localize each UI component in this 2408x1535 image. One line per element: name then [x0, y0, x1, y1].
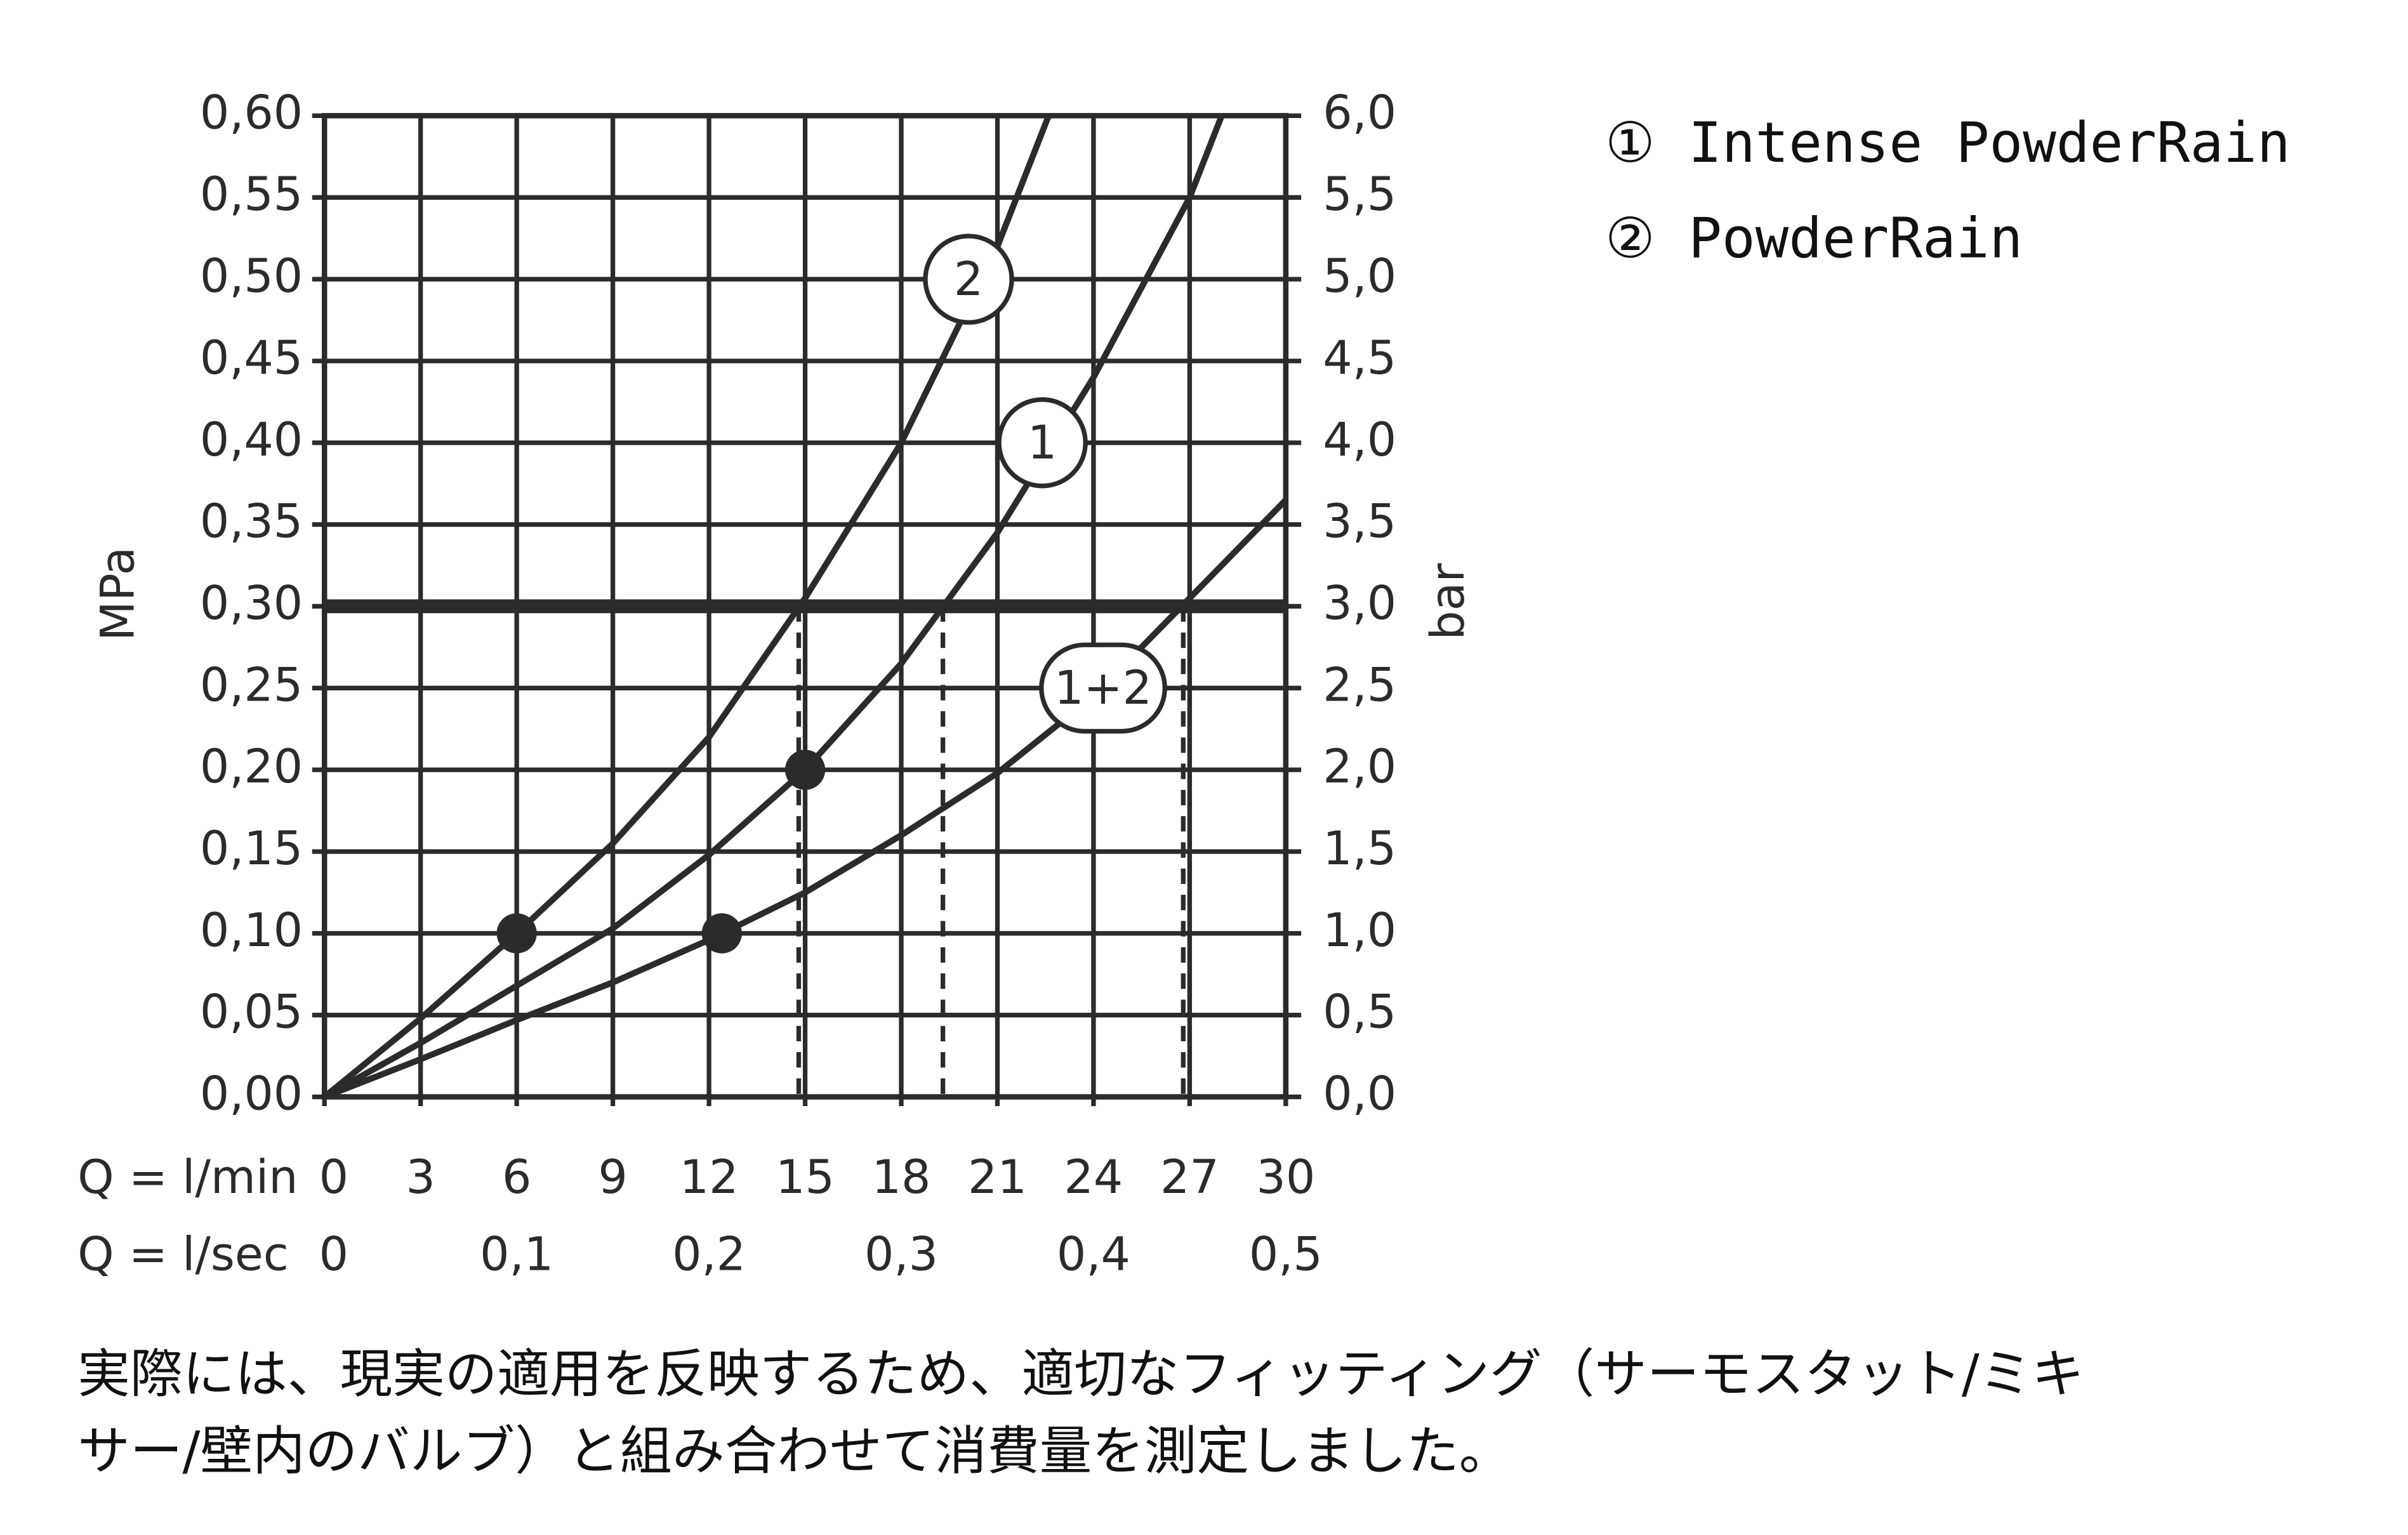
y-axis-label: MPa — [91, 547, 145, 641]
x-tick-label: 6 — [502, 1150, 531, 1204]
note: 実際には、現実の適用を反映するため、適切なフィッティング（サーモスタット/ミキ — [77, 1343, 2084, 1404]
y-tick-label: 0,45 — [200, 331, 303, 385]
y2-tick-label: 6,0 — [1323, 86, 1396, 140]
x-tick-label: 27 — [1160, 1150, 1219, 1204]
operating-point — [784, 749, 826, 790]
series-label: 2 — [954, 253, 983, 306]
operating-point — [496, 913, 537, 954]
y2-tick-label: 2,0 — [1323, 740, 1396, 794]
y-tick-label: 0,55 — [200, 168, 303, 221]
y2-axis-label: bar — [1421, 563, 1475, 640]
x2-tick-label: 0,4 — [1057, 1227, 1130, 1281]
note: サー/壁内のバルブ）と組み合わせて消費量を測定しました。 — [77, 1421, 1511, 1482]
y2-tick-label: 0,0 — [1323, 1067, 1396, 1121]
y-tick-label: 0,10 — [200, 904, 303, 958]
x2-axis-label: Q = l/sec — [77, 1227, 289, 1281]
y2-tick-label: 5,5 — [1323, 168, 1396, 221]
x-tick-label: 3 — [406, 1150, 435, 1204]
series-label-box — [923, 234, 1014, 325]
x2-tick-label: 0,2 — [672, 1227, 746, 1281]
x-tick-label: 9 — [598, 1150, 627, 1204]
series-label-box — [996, 397, 1088, 489]
x-tick-label: 24 — [1064, 1150, 1123, 1204]
y-tick-label: 0,30 — [200, 576, 303, 630]
x-tick-label: 0 — [319, 1150, 348, 1204]
x2-tick-label: 0,1 — [480, 1227, 553, 1281]
y-tick-label: 0,60 — [200, 86, 303, 140]
y-tick-label: 0,35 — [200, 495, 303, 549]
x-tick-label: 21 — [968, 1150, 1027, 1204]
y2-tick-label: 0,5 — [1323, 985, 1396, 1039]
y-tick-label: 0,05 — [200, 985, 303, 1039]
y-tick-label: 0,50 — [200, 249, 303, 303]
legend-entry: ② PowderRain — [1605, 206, 2023, 271]
y2-tick-label: 1,0 — [1323, 904, 1396, 958]
y-tick-label: 0,20 — [200, 740, 303, 794]
y2-tick-label: 4,5 — [1323, 331, 1396, 385]
legend-entry: ① Intense PowderRain — [1605, 110, 2291, 175]
operating-point — [701, 913, 742, 954]
x-axis-label: Q = l/min — [77, 1150, 298, 1204]
x-tick-label: 12 — [680, 1150, 739, 1204]
series-label-box — [1039, 642, 1167, 734]
y-tick-label: 0,00 — [200, 1067, 303, 1121]
y-tick-label: 0,15 — [200, 822, 303, 876]
y-tick-label: 0,25 — [200, 658, 303, 712]
series-label: 1+2 — [1054, 661, 1152, 715]
x-tick-label: 18 — [872, 1150, 931, 1204]
y2-tick-label: 1,5 — [1323, 822, 1396, 876]
y2-tick-label: 3,5 — [1323, 495, 1396, 549]
x2-tick-label: 0,5 — [1249, 1227, 1323, 1281]
x2-tick-label: 0 — [319, 1227, 348, 1281]
y-tick-label: 0,40 — [200, 413, 303, 467]
y2-tick-label: 5,0 — [1323, 249, 1396, 303]
y2-tick-label: 3,0 — [1323, 576, 1396, 630]
x2-tick-label: 0,3 — [864, 1227, 938, 1281]
x-tick-label: 30 — [1256, 1150, 1315, 1204]
y2-tick-label: 4,0 — [1323, 413, 1396, 467]
series-label: 1 — [1028, 416, 1057, 470]
x-tick-label: 15 — [776, 1150, 835, 1204]
y2-tick-label: 2,5 — [1323, 658, 1396, 712]
